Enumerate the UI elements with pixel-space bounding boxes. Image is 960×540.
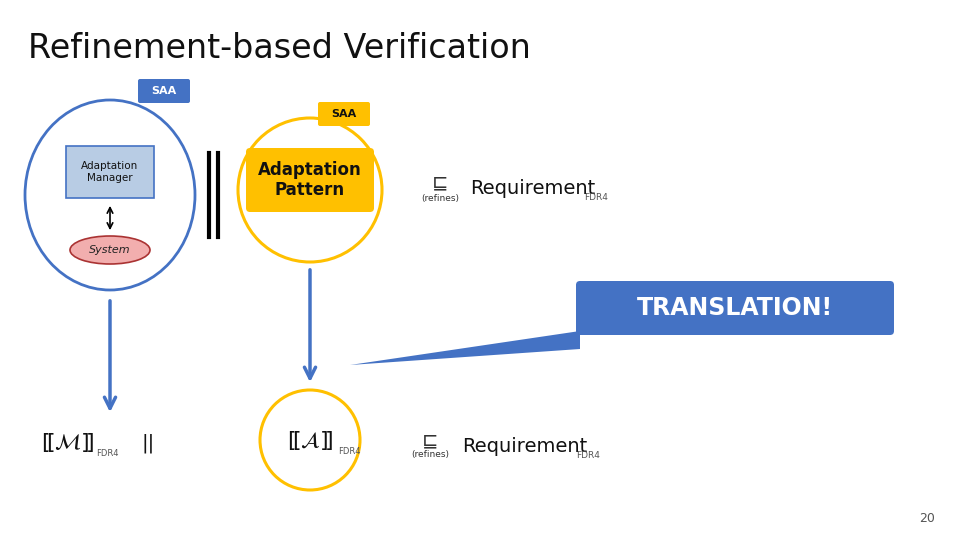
Text: FDR4: FDR4	[338, 448, 361, 456]
Ellipse shape	[70, 236, 150, 264]
FancyBboxPatch shape	[246, 148, 374, 212]
Polygon shape	[350, 331, 580, 365]
Text: TRANSLATION!: TRANSLATION!	[636, 296, 833, 320]
Text: SAA: SAA	[331, 109, 356, 119]
Text: ||: ||	[141, 433, 155, 453]
Text: $[\![\mathcal{A}]\!]$: $[\![\mathcal{A}]\!]$	[287, 429, 333, 451]
Text: ⊑: ⊑	[421, 431, 438, 450]
Text: ⊑: ⊑	[432, 173, 448, 192]
FancyBboxPatch shape	[66, 146, 154, 198]
Text: SAA: SAA	[152, 86, 177, 96]
Text: FDR4: FDR4	[576, 450, 600, 460]
Text: System: System	[89, 245, 131, 255]
Text: Refinement-based Verification: Refinement-based Verification	[28, 32, 531, 65]
Text: Requirement: Requirement	[462, 436, 588, 456]
Text: Requirement: Requirement	[470, 179, 595, 198]
Text: (refines): (refines)	[411, 450, 449, 460]
Text: FDR4: FDR4	[584, 192, 608, 201]
Text: Adaptation
Manager: Adaptation Manager	[82, 161, 138, 183]
Text: 20: 20	[919, 512, 935, 525]
Text: $[\![\mathcal{M}]\!]$: $[\![\mathcal{M}]\!]$	[41, 431, 95, 455]
FancyBboxPatch shape	[576, 281, 894, 335]
FancyBboxPatch shape	[318, 102, 370, 126]
Text: Adaptation
Pattern: Adaptation Pattern	[258, 160, 362, 199]
Text: FDR4: FDR4	[96, 449, 118, 457]
FancyBboxPatch shape	[138, 79, 190, 103]
Text: (refines): (refines)	[421, 193, 459, 202]
